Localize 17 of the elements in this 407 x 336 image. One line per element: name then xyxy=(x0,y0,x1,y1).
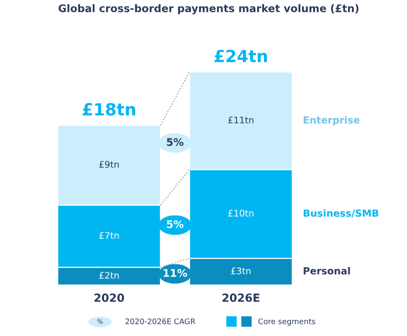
data-label: £9tn xyxy=(99,160,119,168)
x-tick-label: 2020 xyxy=(94,294,124,302)
annotation: 11% xyxy=(164,269,188,277)
data-label: £11tn xyxy=(228,116,254,124)
series-label: Enterprise xyxy=(304,116,360,126)
annotation: 5% xyxy=(166,138,184,146)
series-label: Personal xyxy=(304,266,350,275)
data-label: £7tn xyxy=(99,232,119,239)
data-label: £3tn xyxy=(231,267,251,274)
total-label: £18tn xyxy=(82,102,136,116)
chart-title: Global cross-border payments market volume (£tn) xyxy=(58,4,358,14)
annotation: 5% xyxy=(166,220,184,228)
x-tick-label: 2026E xyxy=(222,294,260,302)
data-label: £2tn xyxy=(99,272,119,279)
series-label: Business/SMB xyxy=(304,209,378,218)
total-label: £24tn xyxy=(214,50,267,62)
data-label: £10tn xyxy=(228,210,254,217)
